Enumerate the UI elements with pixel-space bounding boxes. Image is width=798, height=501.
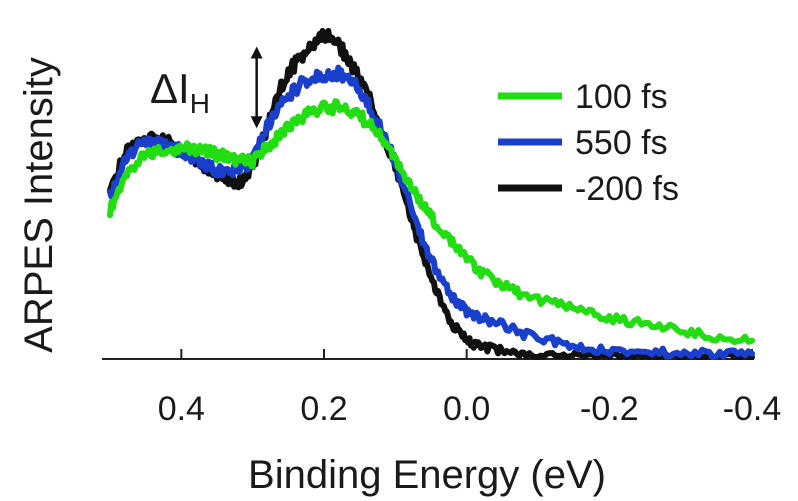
annotation-subscript: H xyxy=(190,88,210,119)
arrow-head-top xyxy=(250,46,263,59)
legend-label: 550 fs xyxy=(575,124,668,162)
annotation-label: ΔIH xyxy=(150,65,210,119)
arrow-head-bottom xyxy=(250,116,263,129)
legend-label: 100 fs xyxy=(575,78,668,116)
series-line-550-fs xyxy=(107,64,755,360)
x-ticks: 0.4 0.2 0.0 -0.2 -0.4 xyxy=(158,349,782,428)
x-tick-label: 0.0 xyxy=(443,390,490,428)
series-line-100-fs xyxy=(107,98,755,346)
delta-ih-annotation: ΔIH xyxy=(150,46,263,129)
x-tick-label: -0.4 xyxy=(723,390,782,428)
annotation-symbol: ΔI xyxy=(150,65,190,112)
y-axis-title: ARPES Intensity xyxy=(17,57,61,353)
x-tick-label: 0.4 xyxy=(158,390,205,428)
x-tick-label: 0.2 xyxy=(300,390,347,428)
series-layer xyxy=(107,28,755,360)
plot-area: 0.4 0.2 0.0 -0.2 -0.4 xyxy=(102,28,782,428)
x-axis-title: Binding Energy (eV) xyxy=(248,453,606,497)
legend-label: -200 fs xyxy=(575,170,679,208)
legend: 100 fs 550 fs -200 fs xyxy=(498,78,679,208)
x-tick-label: -0.2 xyxy=(580,390,639,428)
